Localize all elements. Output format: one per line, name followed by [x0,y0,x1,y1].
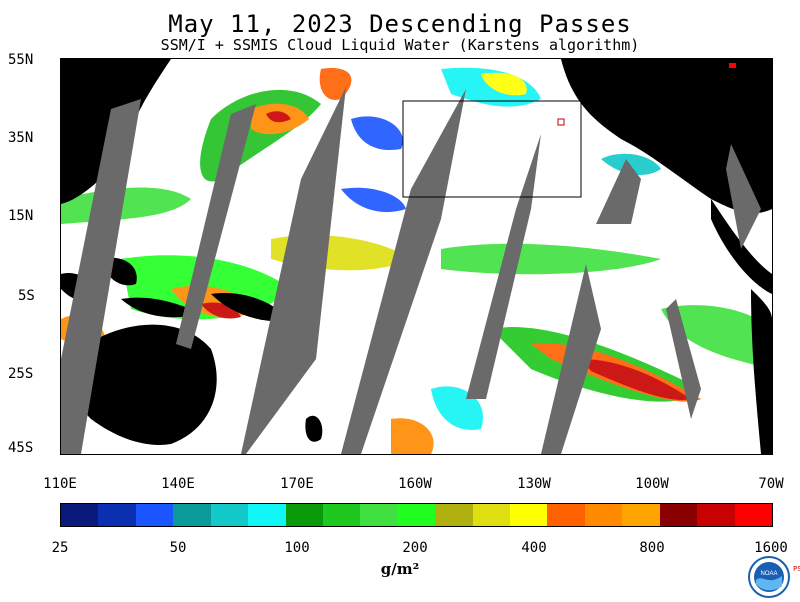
colorbar-label-200: 200 [402,540,428,556]
colorbar-swatch [622,504,660,526]
lon-label-140e: 140E [161,476,195,492]
colorbar-label-100: 100 [284,540,310,556]
colorbar-swatch [472,504,511,526]
chart-subtitle: SSM/I + SSMIS Cloud Liquid Water (Karste… [160,36,640,54]
cloud-water-map [61,59,772,454]
colorbar-label-25: 25 [51,540,69,556]
units-label: g/m² [380,560,420,578]
lat-label-45s: 45S [8,440,34,456]
colorbar-swatch [61,504,99,526]
lat-label-15n: 15N [8,208,34,224]
lon-label-170e: 170E [280,476,314,492]
colorbar-swatch [322,504,361,526]
lat-label-25s: 25S [8,366,34,382]
colorbar-swatch [584,504,623,526]
lat-label-35n: 35N [8,130,34,146]
lat-label-5s: 5S [18,288,35,304]
colorbar-swatch [360,504,398,526]
lon-label-70w: 70W [758,476,784,492]
colorbar-swatch [397,504,436,526]
psl-logo-text: PSL [793,565,800,573]
chart-title: May 11, 2023 Descending Passes [168,10,632,38]
lon-label-160w: 160W [398,476,432,492]
colorbar-swatch [248,504,286,526]
colorbar-label-1600: 1600 [754,540,788,556]
lat-label-55n: 55N [8,52,34,68]
colorbar-swatch [210,504,249,526]
colorbar-label-50: 50 [169,540,187,556]
colorbar-label-400: 400 [521,540,547,556]
colorbar-swatch [173,504,211,526]
colorbar-swatch [697,504,735,526]
lon-label-110e: 110E [43,476,77,492]
colorbar-swatch [435,504,473,526]
colorbar [60,503,773,527]
colorbar-swatch [135,504,174,526]
noaa-logo-text: NOAA [760,571,777,577]
noaa-logo: NOAA [748,556,790,602]
lon-label-100w: 100W [635,476,669,492]
colorbar-swatch [734,504,773,526]
colorbar-swatch [547,504,585,526]
colorbar-swatch [285,504,323,526]
colorbar-swatch [659,504,698,526]
map-panel [60,58,773,455]
colorbar-swatch [510,504,548,526]
lon-label-130w: 130W [517,476,551,492]
colorbar-label-800: 800 [639,540,665,556]
colorbar-swatch [98,504,136,526]
